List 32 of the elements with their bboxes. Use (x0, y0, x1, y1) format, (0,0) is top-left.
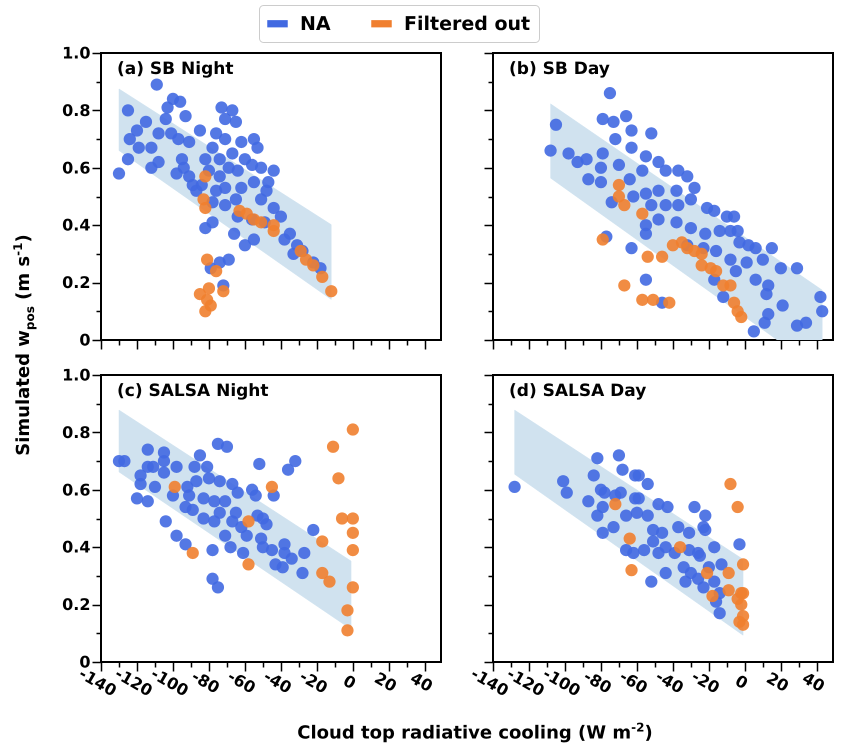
x-tick-label: -40 (652, 666, 687, 698)
y-tick-label: 0.4 (62, 216, 90, 235)
x-tick-label: 20 (371, 668, 400, 696)
x-axis-title: Cloud top radiative cooling (W m$^{-2}$) (297, 720, 653, 744)
x-tick-label: -20 (688, 666, 723, 698)
x-tick-label: 40 (799, 668, 828, 696)
chart-title: (b) SB Day (509, 59, 610, 79)
y-tick-label: 0.6 (62, 158, 90, 178)
y-tick-label: 0.2 (62, 273, 90, 292)
x-tick-label: -20 (296, 666, 331, 698)
y-tick-label: 0 (79, 330, 90, 350)
x-tick-label: -60 (224, 666, 259, 698)
y-tick-label: 0.6 (62, 480, 90, 500)
chart-title: (d) SALSA Day (509, 381, 646, 401)
x-tick-label: -40 (260, 666, 295, 698)
x-tick-label: 0 (732, 670, 752, 694)
y-tick-label: 0.2 (62, 595, 90, 614)
y-tick-label: 0.8 (62, 100, 90, 120)
chart-title: (c) SALSA Night (117, 381, 269, 401)
legend-label: Filtered out (404, 12, 530, 35)
x-tick-label: 20 (763, 668, 792, 696)
x-tick-label: 40 (407, 668, 436, 696)
y-tick-label: 1.0 (62, 366, 90, 384)
x-tick-label: -80 (580, 666, 615, 698)
x-tick-label: -60 (616, 666, 651, 698)
chart-title: (a) SB Night (117, 59, 234, 79)
legend-label: NA (300, 12, 331, 35)
y-tick-label: 0.4 (62, 538, 90, 557)
y-tick-label: 1.0 (62, 44, 90, 62)
x-tick-label: 0 (340, 670, 360, 694)
y-tick-label: 0.8 (62, 422, 90, 442)
x-tick-label: -80 (188, 666, 223, 698)
